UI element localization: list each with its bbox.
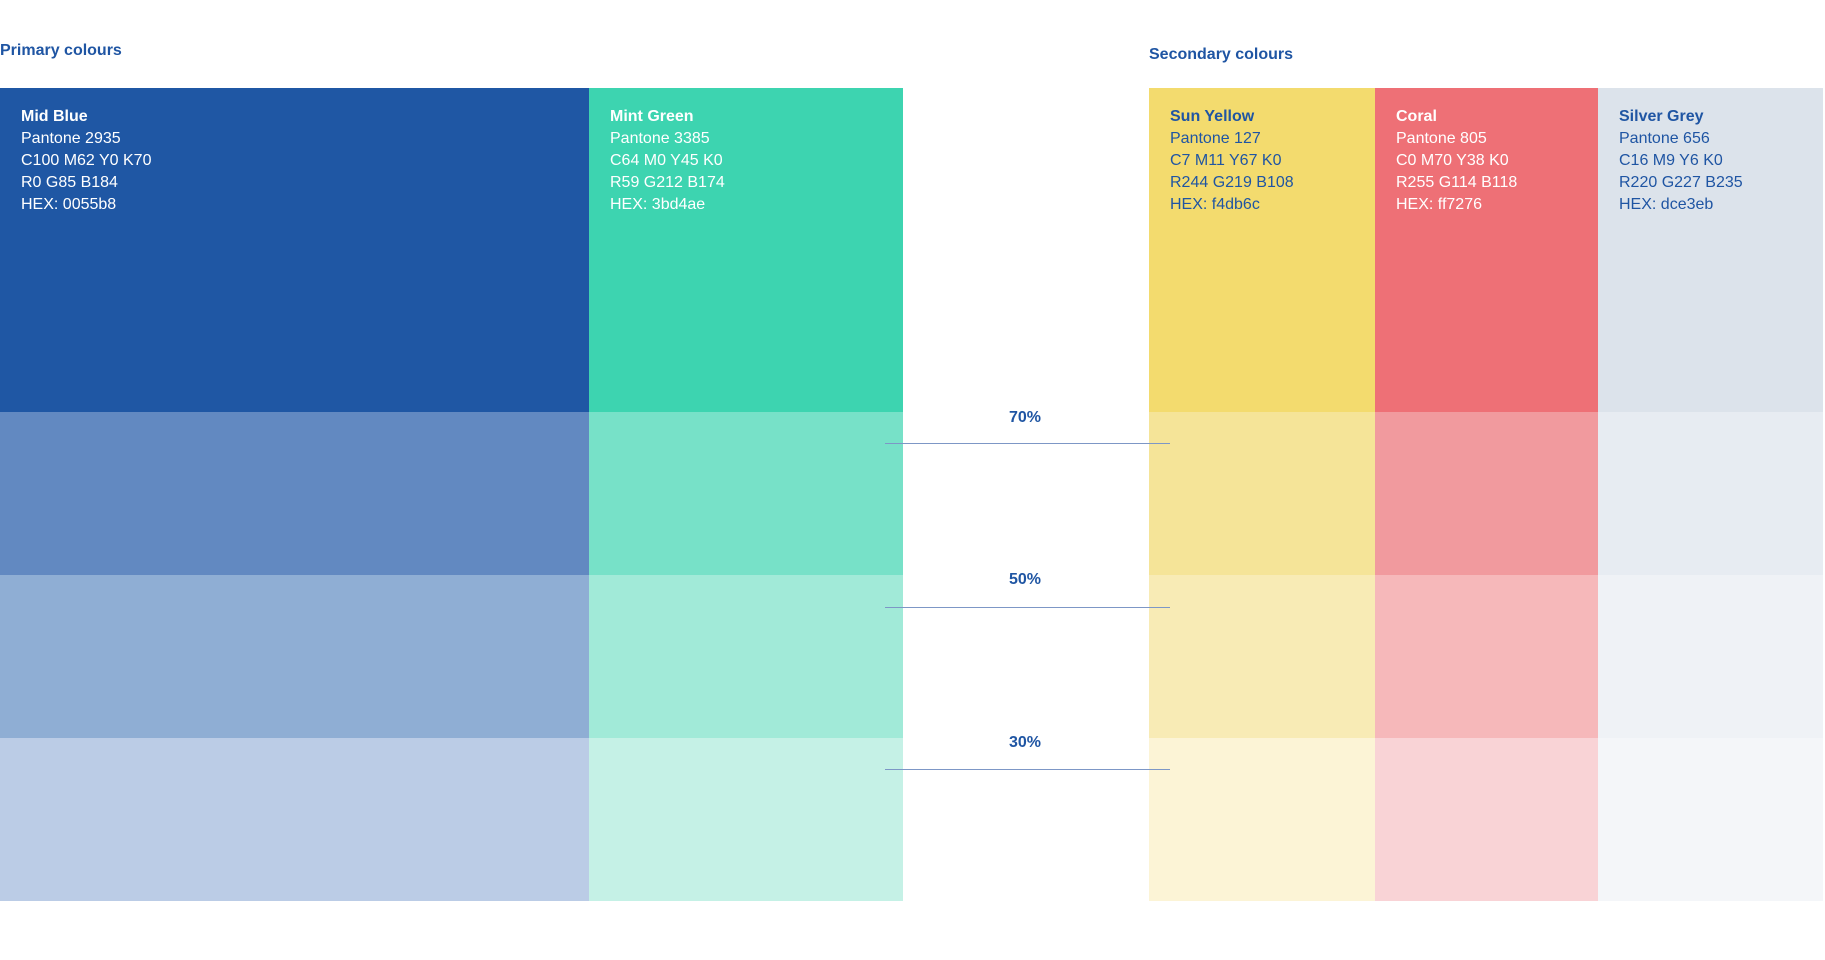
mint-green-tint-30: [589, 738, 903, 901]
mint-green-tint-70: [589, 412, 903, 575]
mint-green-solid: [589, 88, 903, 412]
sun-yellow-info: Sun Yellow Pantone 127 C7 M11 Y67 K0 R24…: [1170, 106, 1294, 216]
colour-name: Silver Grey: [1619, 108, 1704, 125]
colour-name: Mint Green: [610, 108, 694, 125]
tint-label-50: 50%: [1008, 571, 1042, 588]
tint-label-70: 70%: [1008, 409, 1042, 426]
tint-line-30: [885, 769, 1170, 770]
rgb-value: R59 G212 B174: [610, 174, 725, 191]
mint-green-tint-50: [589, 575, 903, 738]
coral-solid: [1375, 88, 1598, 412]
mid-blue-info: Mid Blue Pantone 2935 C100 M62 Y0 K70 R0…: [21, 106, 151, 216]
pantone-code: Pantone 3385: [610, 130, 710, 147]
hex-value: HEX: dce3eb: [1619, 196, 1714, 213]
colour-name: Mid Blue: [21, 108, 88, 125]
cmyk-value: C0 M70 Y38 K0: [1396, 152, 1509, 169]
silver-grey-solid: [1598, 88, 1823, 412]
hex-value: HEX: ff7276: [1396, 196, 1482, 213]
pantone-code: Pantone 2935: [21, 130, 121, 147]
tint-line-50: [885, 607, 1170, 608]
rgb-value: R0 G85 B184: [21, 174, 118, 191]
secondary-colours-heading: Secondary colours: [1149, 46, 1294, 63]
mint-green-info: Mint Green Pantone 3385 C64 M0 Y45 K0 R5…: [610, 106, 725, 216]
mid-blue-solid: [0, 88, 589, 412]
primary-colours-heading: Primary colours: [0, 42, 122, 59]
colour-name: Sun Yellow: [1170, 108, 1255, 125]
silver-grey-tint-70: [1598, 412, 1823, 575]
tint-line-70: [885, 443, 1170, 444]
hex-value: HEX: 0055b8: [21, 196, 117, 213]
swatch-mint-green: Mint Green Pantone 3385 C64 M0 Y45 K0 R5…: [589, 88, 903, 901]
coral-info: Coral Pantone 805 C0 M70 Y38 K0 R255 G11…: [1396, 106, 1517, 216]
rgb-value: R244 G219 B108: [1170, 174, 1294, 191]
mid-blue-tint-70: [0, 412, 589, 575]
swatch-silver-grey: Silver Grey Pantone 656 C16 M9 Y6 K0 R22…: [1598, 88, 1823, 901]
cmyk-value: C16 M9 Y6 K0: [1619, 152, 1723, 169]
swatch-mid-blue: Mid Blue Pantone 2935 C100 M62 Y0 K70 R0…: [0, 88, 589, 901]
silver-grey-info: Silver Grey Pantone 656 C16 M9 Y6 K0 R22…: [1619, 106, 1743, 216]
coral-tint-30: [1375, 738, 1598, 901]
rgb-value: R255 G114 B118: [1396, 174, 1518, 191]
coral-tint-70: [1375, 412, 1598, 575]
swatch-coral: Coral Pantone 805 C0 M70 Y38 K0 R255 G11…: [1375, 88, 1598, 901]
sun-yellow-solid: [1149, 88, 1375, 412]
pantone-code: Pantone 805: [1396, 130, 1487, 147]
rgb-value: R220 G227 B235: [1619, 174, 1743, 191]
mid-blue-tint-50: [0, 575, 589, 738]
pantone-code: Pantone 656: [1619, 130, 1710, 147]
hex-value: HEX: 3bd4ae: [610, 196, 706, 213]
cmyk-value: C100 M62 Y0 K70: [21, 152, 152, 169]
tint-label-30: 30%: [1008, 734, 1042, 751]
sun-yellow-tint-30: [1149, 738, 1375, 901]
silver-grey-tint-50: [1598, 575, 1823, 738]
silver-grey-tint-30: [1598, 738, 1823, 901]
mid-blue-tint-30: [0, 738, 589, 901]
swatch-sun-yellow: Sun Yellow Pantone 127 C7 M11 Y67 K0 R24…: [1149, 88, 1375, 901]
sun-yellow-tint-50: [1149, 575, 1375, 738]
hex-value: HEX: f4db6c: [1170, 196, 1260, 213]
coral-tint-50: [1375, 575, 1598, 738]
colour-name: Coral: [1396, 108, 1437, 125]
pantone-code: Pantone 127: [1170, 130, 1261, 147]
cmyk-value: C64 M0 Y45 K0: [610, 152, 723, 169]
sun-yellow-tint-70: [1149, 412, 1375, 575]
cmyk-value: C7 M11 Y67 K0: [1170, 152, 1282, 169]
